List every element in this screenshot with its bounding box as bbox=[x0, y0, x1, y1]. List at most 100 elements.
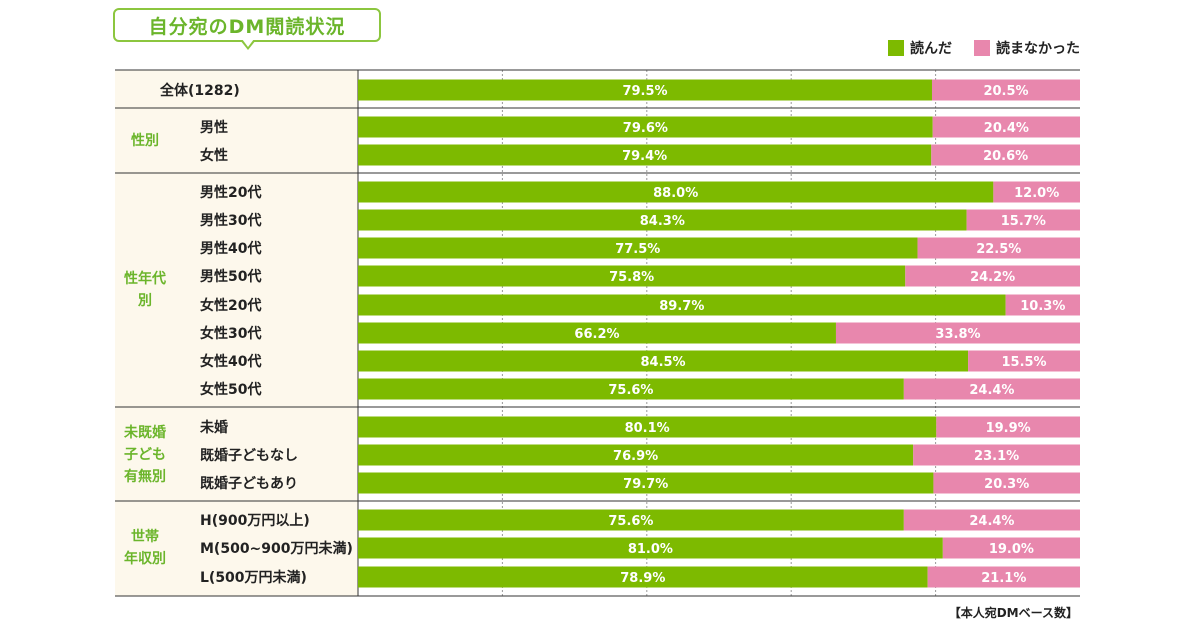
row-label: 全体(1282) bbox=[160, 83, 240, 99]
data-label-read: 80.1% bbox=[625, 421, 670, 436]
bar-read bbox=[358, 416, 937, 438]
data-label-not-read: 20.3% bbox=[984, 477, 1029, 492]
data-label-read: 77.5% bbox=[615, 242, 660, 257]
row-label: 既婚子どもあり bbox=[200, 476, 298, 492]
data-label-read: 79.7% bbox=[623, 477, 668, 492]
title-callout-tail-inner bbox=[242, 39, 254, 47]
data-label-read: 79.5% bbox=[622, 84, 667, 99]
row-label: 男性40代 bbox=[200, 241, 262, 257]
data-label-not-read: 20.4% bbox=[984, 121, 1029, 136]
bar-not-read bbox=[966, 209, 1080, 231]
row-label: 女性 bbox=[200, 148, 228, 164]
data-label-read: 75.6% bbox=[608, 383, 653, 398]
bar-not-read bbox=[993, 181, 1080, 203]
legend-swatch-not-read bbox=[974, 40, 990, 56]
row-label: M(500~900万円未満) bbox=[200, 541, 353, 557]
row-label: H(900万円以上) bbox=[200, 513, 310, 529]
bar-read bbox=[358, 181, 994, 203]
bar-not-read bbox=[903, 509, 1080, 531]
row-label: 男性20代 bbox=[200, 185, 262, 201]
row-label: 男性 bbox=[200, 120, 228, 136]
data-label-not-read: 33.8% bbox=[935, 327, 980, 342]
bar-not-read bbox=[931, 79, 1080, 101]
bar-read bbox=[358, 116, 933, 138]
bar-read bbox=[358, 209, 967, 231]
bar-not-read bbox=[905, 265, 1080, 287]
data-label-read: 66.2% bbox=[574, 327, 619, 342]
bar-not-read bbox=[927, 566, 1080, 588]
bar-read bbox=[358, 537, 943, 559]
data-label-read: 79.6% bbox=[623, 121, 668, 136]
data-label-read: 88.0% bbox=[653, 186, 698, 201]
data-label-read: 84.5% bbox=[640, 355, 685, 370]
row-label: 男性30代 bbox=[200, 213, 262, 229]
group-label: 性別 bbox=[131, 133, 159, 149]
bar-read bbox=[358, 144, 932, 166]
data-label-not-read: 24.4% bbox=[969, 383, 1014, 398]
data-label-not-read: 20.5% bbox=[983, 84, 1028, 99]
bar-not-read bbox=[1005, 294, 1080, 316]
bar-not-read bbox=[942, 537, 1080, 559]
source-note: 【本人宛DMベース数】 bbox=[948, 606, 1078, 620]
data-label-not-read: 21.1% bbox=[981, 571, 1026, 586]
data-label-read: 84.3% bbox=[640, 214, 685, 229]
bar-not-read bbox=[917, 237, 1080, 259]
data-label-read: 81.0% bbox=[628, 542, 673, 557]
bar-read bbox=[358, 322, 836, 344]
data-label-read: 79.4% bbox=[622, 149, 667, 164]
data-label-not-read: 19.0% bbox=[989, 542, 1034, 557]
bar-read bbox=[358, 350, 969, 372]
legend: 読んだ 読まなかった bbox=[888, 38, 1080, 58]
bar-read bbox=[358, 79, 932, 101]
row-label: 男性50代 bbox=[200, 269, 262, 285]
bar-read bbox=[358, 509, 904, 531]
data-label-not-read: 19.9% bbox=[986, 421, 1031, 436]
data-label-not-read: 10.3% bbox=[1020, 299, 1065, 314]
data-label-not-read: 24.2% bbox=[970, 270, 1015, 285]
bar-not-read bbox=[936, 416, 1080, 438]
group-label: 世帯 年収別 bbox=[124, 529, 166, 567]
data-label-not-read: 22.5% bbox=[976, 242, 1021, 257]
legend-swatch-read bbox=[888, 40, 904, 56]
row-label: 女性20代 bbox=[200, 298, 262, 314]
data-label-not-read: 24.4% bbox=[969, 514, 1014, 529]
chart-title: 自分宛のDM閲読状況 bbox=[148, 15, 346, 38]
row-label: 女性40代 bbox=[200, 354, 262, 370]
row-label: 女性30代 bbox=[200, 326, 262, 342]
category-panel bbox=[115, 70, 358, 596]
row-label: 未婚 bbox=[200, 420, 228, 436]
data-label-read: 75.8% bbox=[609, 270, 654, 285]
bar-not-read bbox=[932, 116, 1080, 138]
group-label: 性年代 別 bbox=[124, 271, 166, 309]
bar-not-read bbox=[933, 472, 1080, 494]
data-label-read: 75.6% bbox=[608, 514, 653, 529]
chart-title-box: 自分宛のDM閲読状況 bbox=[113, 8, 381, 42]
row-label: 既婚子どもなし bbox=[200, 448, 298, 464]
bar-not-read bbox=[835, 322, 1080, 344]
row-label: L(500万円未満) bbox=[200, 570, 307, 586]
legend-label-read: 読んだ bbox=[910, 41, 952, 57]
data-label-not-read: 15.7% bbox=[1001, 214, 1046, 229]
row-label: 女性50代 bbox=[200, 382, 262, 398]
data-label-not-read: 20.6% bbox=[983, 149, 1028, 164]
bar-not-read bbox=[913, 444, 1080, 466]
bar-read bbox=[358, 237, 918, 259]
bar-read bbox=[358, 566, 928, 588]
bar-read bbox=[358, 265, 906, 287]
bar-read bbox=[358, 472, 934, 494]
bar-not-read bbox=[931, 144, 1080, 166]
data-label-not-read: 12.0% bbox=[1014, 186, 1059, 201]
group-label: 未既婚 子ども 有無別 bbox=[124, 425, 166, 485]
bar-not-read bbox=[968, 350, 1080, 372]
bar-read bbox=[358, 294, 1006, 316]
bar-read bbox=[358, 444, 914, 466]
bar-not-read bbox=[903, 378, 1080, 400]
bar-read bbox=[358, 378, 904, 400]
data-label-read: 89.7% bbox=[659, 299, 704, 314]
data-label-not-read: 23.1% bbox=[974, 449, 1019, 464]
data-label-read: 76.9% bbox=[613, 449, 658, 464]
data-label-not-read: 15.5% bbox=[1001, 355, 1046, 370]
legend-label-not-read: 読まなかった bbox=[996, 41, 1080, 57]
data-label-read: 78.9% bbox=[620, 571, 665, 586]
